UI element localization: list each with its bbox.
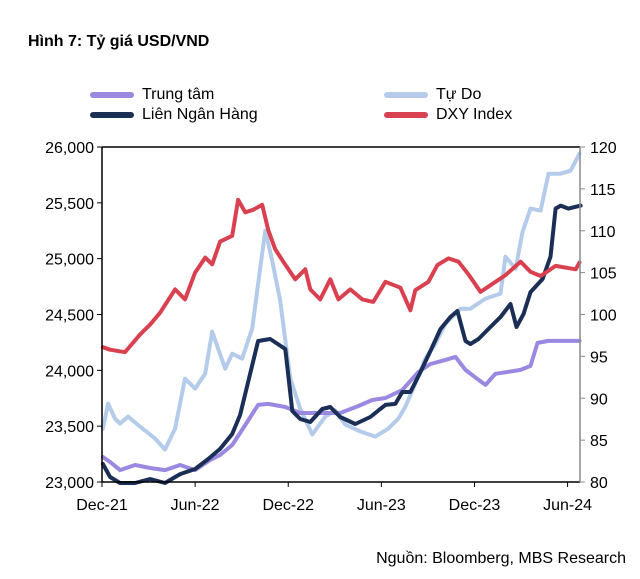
- legend-swatch-dxy-index: [384, 112, 428, 118]
- legend-label-lien-ngan-hang: Liên Ngân Hàng: [142, 106, 258, 123]
- x-tick-label: Jun-23: [357, 497, 406, 514]
- series-line-lien-ngan-hang: [100, 203, 583, 485]
- left-tick-label: 24,000: [45, 363, 94, 380]
- legend-label-dxy-index: DXY Index: [436, 106, 513, 123]
- series-line-trung-tam: [100, 338, 582, 473]
- left-tick-label: 25,500: [45, 196, 94, 213]
- series-line-dxy-index: [100, 197, 582, 355]
- legend-label-tu-do: Tự Do: [436, 86, 482, 103]
- legend-swatch-tu-do: [384, 92, 428, 98]
- right-tick-label: 105: [590, 266, 617, 283]
- x-tick-label: Dec-22: [262, 497, 314, 514]
- legend-item-dxy-index: DXY Index: [384, 106, 512, 124]
- right-tick-label: 85: [590, 433, 608, 450]
- left-tick-label: 24,500: [45, 308, 94, 325]
- legend-item-tu-do: Tự Do: [384, 86, 481, 104]
- axes-layer: 23,000 23,500 24,000 24,500 25,000 25,500 26,0…: [45, 140, 617, 514]
- legend-item-lien-ngan-hang: Liên Ngân Hàng: [90, 106, 258, 124]
- series-line-tu-do: [100, 151, 582, 452]
- right-tick-label: 95: [590, 349, 608, 366]
- left-tick-label: 25,000: [45, 252, 94, 269]
- right-tick-label: 120: [590, 140, 617, 157]
- legend-swatch-lien-ngan-hang: [90, 112, 134, 118]
- right-tick-label: 80: [590, 475, 608, 492]
- x-tick-label: Dec-21: [76, 497, 128, 514]
- legend-item-trung-tam: Trung tâm: [90, 86, 214, 104]
- legend-label-trung-tam: Trung tâm: [142, 86, 215, 103]
- source-note: Nguồn: Bloomberg, MBS Research: [376, 550, 626, 567]
- series-layer: [100, 151, 583, 485]
- x-tick-label: Jun-22: [171, 497, 220, 514]
- right-tick-label: 110: [590, 224, 616, 241]
- right-tick-label: 100: [590, 308, 617, 325]
- left-tick-label: 23,000: [45, 475, 94, 492]
- left-tick-label: 26,000: [45, 140, 94, 157]
- x-tick-label: Dec-23: [449, 497, 501, 514]
- right-tick-label: 90: [590, 391, 608, 408]
- legend-swatch-trung-tam: [90, 92, 134, 98]
- right-tick-label: 115: [590, 182, 616, 199]
- chart-title: Hình 7: Tỷ giá USD/VND: [28, 33, 210, 50]
- x-tick-label: Jun-24: [543, 497, 592, 514]
- left-tick-label: 23,500: [45, 419, 94, 436]
